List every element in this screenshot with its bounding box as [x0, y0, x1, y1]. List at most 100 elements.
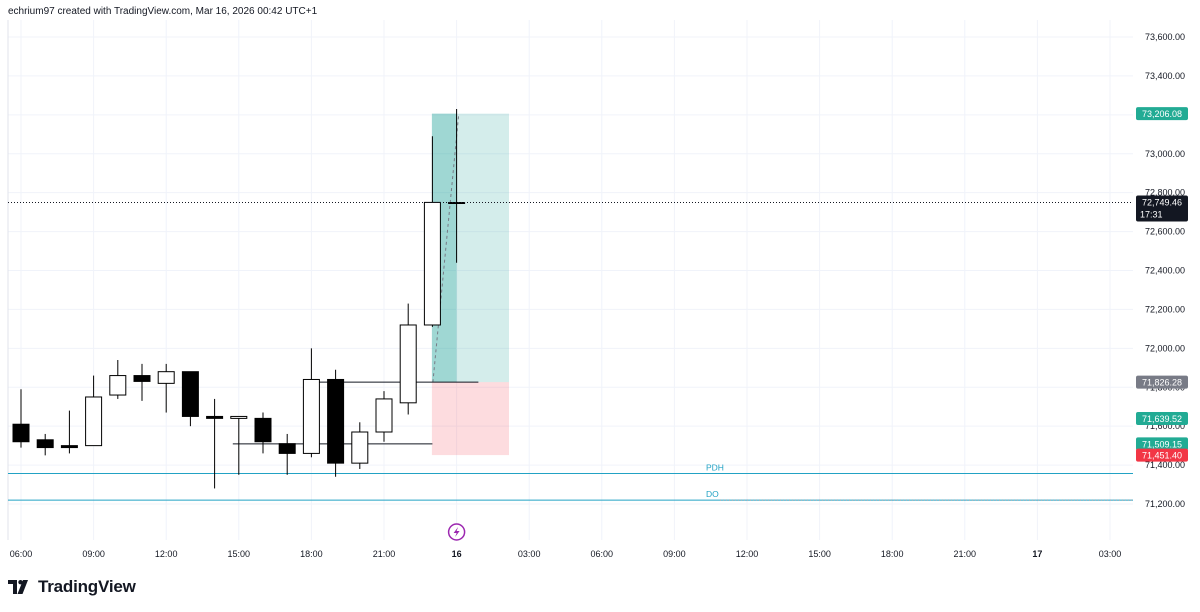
- current-price-countdown: 17:31: [1140, 210, 1163, 220]
- candle-body: [327, 378, 345, 464]
- candle-body: [351, 431, 369, 464]
- candle: [254, 412, 272, 454]
- candle: [85, 375, 103, 447]
- price-axis-label: 72,000.00: [1145, 343, 1185, 353]
- level-label-do: DO: [706, 489, 719, 499]
- price-axis[interactable]: 71,200.0071,400.0071,600.0071,800.0072,0…: [1145, 32, 1185, 509]
- lightning-event-icon[interactable]: [447, 523, 466, 541]
- candle: [157, 363, 175, 413]
- price-tag-text: 73,206.08: [1142, 109, 1182, 119]
- chart-attribution: echrium97 created with TradingView.com, …: [8, 6, 318, 17]
- position-trend-line: [432, 115, 460, 383]
- candle-body: [230, 415, 248, 419]
- price-tag: 71,826.28: [1136, 375, 1188, 389]
- price-tag: 71,509.15: [1136, 437, 1188, 451]
- candle-body: [157, 371, 175, 384]
- candle-body: [60, 445, 78, 449]
- time-axis-label: 18:00: [300, 549, 323, 559]
- time-axis-label: 06:00: [591, 549, 614, 559]
- candle: [278, 433, 296, 475]
- tradingview-logo-icon: [8, 580, 28, 594]
- price-axis-label: 71,200.00: [1145, 499, 1185, 509]
- candle: [60, 410, 78, 454]
- price-axis-label: 72,200.00: [1145, 304, 1185, 314]
- price-axis-label: 73,600.00: [1145, 32, 1185, 42]
- price-axis-label: 71,400.00: [1145, 460, 1185, 470]
- time-axis[interactable]: 06:00 09:00 12:00 15:00 18:00 21:00 16 03:00 06:…: [10, 549, 1122, 559]
- candle-body: [12, 423, 30, 443]
- candle: [423, 136, 441, 327]
- time-axis-label: 15:00: [228, 549, 251, 559]
- candle: [36, 433, 54, 456]
- price-tag-background: [1136, 107, 1188, 121]
- candle: [230, 415, 248, 475]
- time-axis-label: 17: [1032, 549, 1042, 559]
- time-axis-label: 09:00: [663, 549, 686, 559]
- candle-body: [133, 375, 151, 382]
- price-tag-background: [1136, 437, 1188, 451]
- candle-body: [448, 202, 466, 205]
- price-axis-label: 73,000.00: [1145, 149, 1185, 159]
- price-axis-label: 73,400.00: [1145, 71, 1185, 81]
- horizontal-lines: PDH DO: [8, 462, 1133, 501]
- candle-body: [109, 375, 127, 396]
- time-axis-label: 16: [452, 549, 462, 559]
- candle: [327, 369, 345, 477]
- candle: [133, 363, 151, 401]
- candle-body: [254, 417, 272, 443]
- candles: [12, 108, 466, 489]
- price-tags: 73,206.08 71,826.28 71,639.52 71,509.15 71,4…: [1136, 107, 1188, 462]
- price-tag: 73,206.08: [1136, 107, 1188, 121]
- candle: [351, 422, 369, 469]
- time-axis-label: 06:00: [10, 549, 33, 559]
- price-tag-text: 71,509.15: [1142, 439, 1182, 449]
- current-price-value: 72,749.46: [1142, 198, 1182, 208]
- current-price-tag: 72,749.46 17:31: [1136, 195, 1188, 222]
- price-tag-text: 71,639.52: [1142, 414, 1182, 424]
- price-axis-label: 71,600.00: [1145, 421, 1185, 431]
- candle-body: [375, 398, 393, 433]
- level-label-pdh: PDH: [706, 462, 724, 472]
- price-tag-background: [1136, 448, 1188, 462]
- chart-grid: [7, 20, 1133, 540]
- candle-body: [206, 415, 224, 419]
- long-position-tool[interactable]: [431, 113, 509, 456]
- candle-body: [181, 371, 199, 417]
- time-axis-label: 15:00: [808, 549, 831, 559]
- tradingview-wordmark: TradingView: [38, 577, 136, 596]
- candle: [206, 398, 224, 489]
- candle: [302, 348, 320, 458]
- event-markers[interactable]: [447, 523, 466, 541]
- price-axis-label: 72,600.00: [1145, 227, 1185, 237]
- candle-body: [278, 443, 296, 454]
- candle-body: [85, 396, 103, 447]
- price-tag-text: 71,826.28: [1142, 378, 1182, 388]
- price-tag-background: [1136, 411, 1188, 425]
- candle: [399, 303, 417, 415]
- time-axis-label: 09:00: [82, 549, 105, 559]
- candle: [375, 391, 393, 442]
- time-axis-label: 12:00: [155, 549, 178, 559]
- time-axis-label: 21:00: [954, 549, 977, 559]
- time-axis-label: 18:00: [881, 549, 904, 559]
- candle-body: [302, 378, 320, 454]
- time-axis-label: 03:00: [1099, 549, 1122, 559]
- position-loss-zone: [431, 382, 509, 456]
- time-axis-label: 21:00: [373, 549, 396, 559]
- time-axis-label: 03:00: [518, 549, 541, 559]
- price-tag-text: 71,451.40: [1142, 451, 1182, 461]
- candle-body: [36, 439, 54, 449]
- price-tag: 71,451.40: [1136, 448, 1188, 462]
- price-axis-label: 72,400.00: [1145, 266, 1185, 276]
- candle: [12, 389, 30, 448]
- candle-body: [423, 201, 441, 326]
- candle: [181, 371, 199, 427]
- price-axis-label: 72,800.00: [1145, 188, 1185, 198]
- position-profit-zone: [431, 113, 509, 383]
- lightning-icon: [453, 527, 460, 537]
- price-tag-background: [1136, 375, 1188, 389]
- time-axis-label: 12:00: [736, 549, 759, 559]
- current-price-tag-background: [1136, 195, 1188, 222]
- price-tag: 71,639.52: [1136, 411, 1188, 425]
